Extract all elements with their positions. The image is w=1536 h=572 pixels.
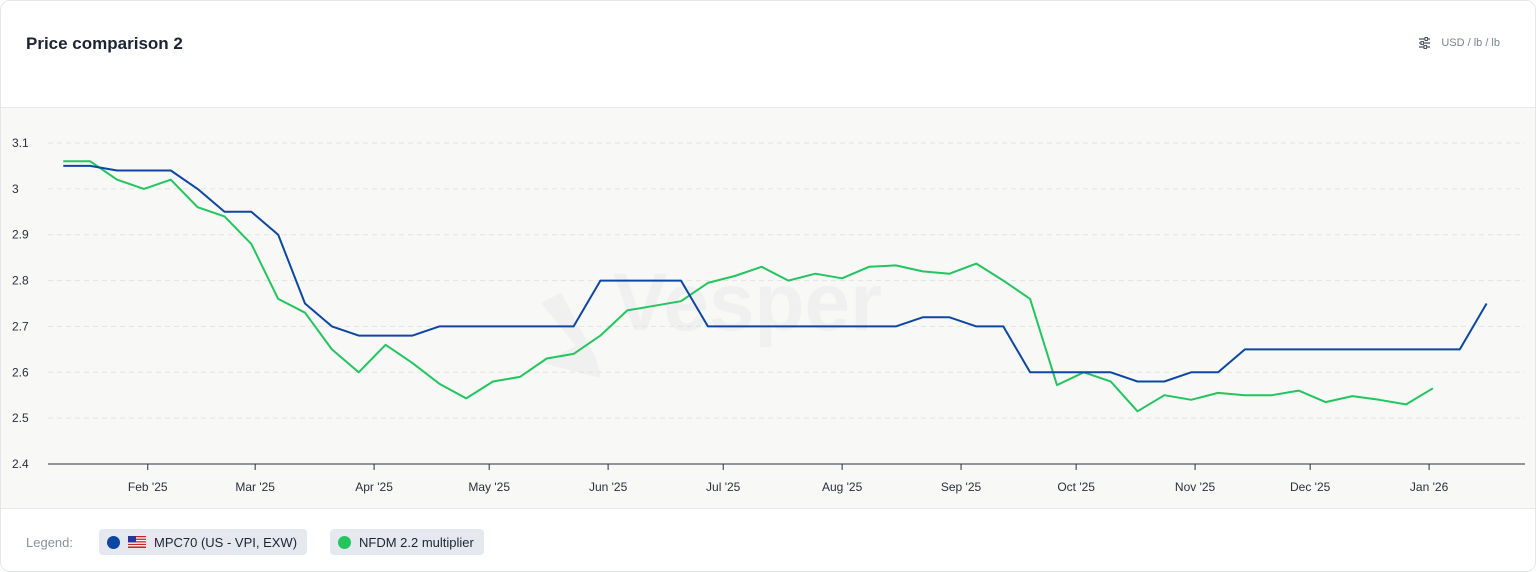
- legend-item-mpc70[interactable]: MPC70 (US - VPI, EXW): [99, 529, 308, 555]
- legend-item-label: NFDM 2.2 multiplier: [359, 534, 474, 550]
- series-color-dot: [107, 535, 120, 549]
- x-tick-label: May '25: [468, 480, 510, 494]
- y-tick-label: 3.1: [12, 136, 29, 150]
- x-tick-label: Mar '25: [235, 480, 275, 494]
- vesper-watermark: Vesper: [541, 257, 882, 378]
- chart-title: Price comparison 2: [26, 34, 183, 53]
- legend-item-label: MPC70 (US - VPI, EXW): [154, 534, 298, 550]
- line-chart: Vesper 2.4 2.5 2.6 2.7 2.8 2.9 3 3.1 Feb '25 Mar …: [12, 136, 1525, 494]
- y-tick-label: 2.9: [12, 228, 29, 242]
- y-tick-label: 3: [12, 182, 19, 196]
- series-line[interactable]: [63, 160, 1434, 413]
- x-tick-label: Jun '25: [589, 480, 628, 494]
- x-tick-label: Feb '25: [128, 480, 168, 494]
- legend-item-nfdm[interactable]: NFDM 2.2 multiplier: [330, 529, 484, 555]
- series-color-dot: [338, 535, 351, 549]
- y-tick-label: 2.5: [12, 411, 29, 425]
- x-tick-label: Dec '25: [1290, 480, 1331, 494]
- y-tick-label: 2.8: [12, 274, 29, 288]
- units-selector[interactable]: USD / lb / lb: [1418, 37, 1500, 49]
- plot-area: Vesper 2.4 2.5 2.6 2.7 2.8 2.9 3 3.1 Feb '25 Mar …: [1, 108, 1535, 508]
- x-tick-label: Apr '25: [355, 480, 393, 494]
- sliders-icon[interactable]: [1418, 37, 1431, 49]
- units-label[interactable]: USD / lb / lb: [1441, 37, 1500, 49]
- legend-bar: Legend: MPC70 (US - VPI, EXW) NFDM 2.2 m…: [1, 508, 1535, 571]
- x-tick-label: Sep '25: [941, 480, 982, 494]
- x-tick-label: Jul '25: [706, 480, 741, 494]
- x-tick-label: Nov '25: [1175, 480, 1216, 494]
- series-line[interactable]: [63, 164, 1488, 383]
- x-tick-label: Aug '25: [822, 480, 863, 494]
- y-tick-label: 2.4: [12, 457, 29, 471]
- legend-label: Legend:: [26, 535, 73, 550]
- x-tick-label: Jan '26: [1410, 480, 1449, 494]
- y-tick-label: 2.6: [12, 365, 29, 379]
- y-tick-label: 2.7: [12, 319, 29, 333]
- us-flag-icon: [128, 536, 146, 548]
- x-tick-label: Oct '25: [1057, 480, 1095, 494]
- card-header: Price comparison 2 USD / lb / lb: [1, 1, 1535, 108]
